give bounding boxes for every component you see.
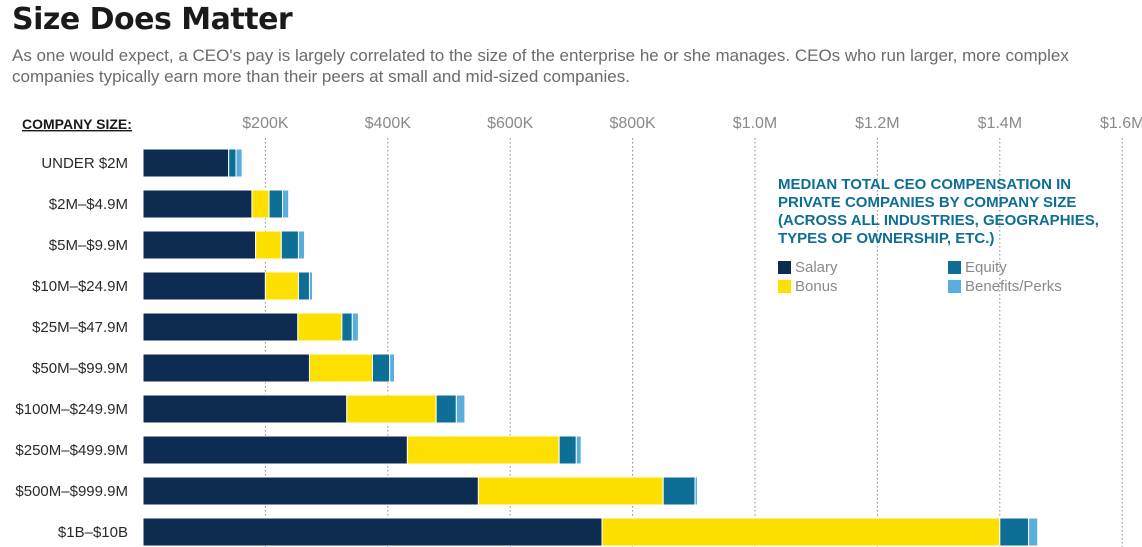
bar-bonus-6 [308, 353, 373, 383]
bar-bonus-8 [406, 435, 560, 465]
bar-salary-10 [142, 517, 603, 547]
category-label-4: $10M–$24.9M [32, 278, 128, 295]
category-label-9: $500M–$999.9M [15, 483, 128, 500]
bar-benefits-8 [575, 435, 582, 465]
bar-bonus-9 [477, 476, 664, 506]
bar-benefits-3 [297, 230, 306, 260]
bar-salary-3 [142, 230, 257, 260]
category-label-7: $100M–$249.9M [15, 401, 128, 418]
tick-label-6: $1.2M [855, 115, 899, 132]
legend-label-benefits: Benefits/Perks [965, 277, 1062, 295]
bar-benefits-6 [389, 353, 396, 383]
bar-salary-7 [142, 394, 348, 424]
bar-salary-2 [142, 189, 253, 219]
bar-bonus-5 [297, 312, 343, 342]
tick-label-5: $1.0M [733, 115, 777, 132]
chart-title: Size Does Matter [12, 2, 293, 37]
bar-layer [142, 148, 1039, 547]
legend-item-bonus: Bonus [778, 277, 948, 295]
legend-item-salary: Salary [778, 258, 948, 276]
bar-bonus-2 [251, 189, 270, 219]
legend-label-equity: Equity [965, 258, 1007, 276]
tick-label-4: $800K [609, 115, 656, 132]
legend-title: MEDIAN TOTAL CEO COMPENSATION IN PRIVATE… [778, 176, 1099, 247]
bar-equity-3 [280, 230, 299, 260]
bar-salary-9 [142, 476, 479, 506]
label-layer: $200K $400K $600K $800K $1.0M $1.2M $1.4M $1.6M… [15, 115, 1142, 541]
bar-equity-8 [558, 435, 577, 465]
bar-salary-1 [142, 148, 230, 178]
bar-equity-1 [228, 148, 237, 178]
tick-label-2: $400K [365, 115, 412, 132]
bar-benefits-4 [308, 271, 314, 301]
chart-subtitle: As one would expect, a CEO's pay is larg… [12, 46, 1069, 86]
category-label-2: $2M–$4.9M [49, 196, 128, 213]
bar-equity-9 [662, 476, 696, 506]
bar-bonus-7 [346, 394, 437, 424]
category-label-6: $50M–$99.9M [32, 360, 128, 377]
tick-label-7: $1.4M [978, 115, 1022, 132]
bar-equity-10 [999, 517, 1030, 547]
tick-label-3: $600K [487, 115, 534, 132]
legend: MEDIAN TOTAL CEO COMPENSATION IN PRIVATE… [778, 176, 1128, 295]
bar-benefits-9 [694, 476, 698, 506]
category-label-5: $25M–$47.9M [32, 319, 128, 336]
bar-equity-7 [435, 394, 457, 424]
equity-swatch [948, 260, 961, 274]
bar-equity-6 [372, 353, 391, 383]
tick-label-1: $200K [242, 115, 289, 132]
bar-bonus-3 [255, 230, 282, 260]
benefits-swatch [948, 279, 961, 293]
bar-benefits-2 [282, 189, 290, 219]
legend-grid: Salary Equity Bonus Benefits/Perks [778, 258, 1128, 295]
bar-equity-2 [268, 189, 284, 219]
bar-salary-4 [142, 271, 266, 301]
salary-swatch [778, 260, 791, 274]
category-label-10: $1B–$10B [58, 524, 128, 541]
legend-label-salary: Salary [795, 258, 838, 276]
bar-bonus-10 [601, 517, 1001, 547]
category-label-3: $5M–$9.9M [49, 237, 128, 254]
bar-benefits-5 [351, 312, 359, 342]
bar-salary-8 [142, 435, 408, 465]
bar-equity-4 [297, 271, 310, 301]
tick-label-8: $1.6M [1100, 115, 1142, 132]
legend-item-benefits: Benefits/Perks [948, 277, 1118, 295]
category-label-1: UNDER $2M [41, 155, 128, 172]
bar-benefits-10 [1028, 517, 1039, 547]
bar-benefits-7 [455, 394, 466, 424]
bar-salary-6 [142, 353, 310, 383]
category-axis-header: COMPANY SIZE: [22, 116, 132, 132]
bar-benefits-1 [235, 148, 243, 178]
bonus-swatch [778, 279, 791, 293]
legend-item-equity: Equity [948, 258, 1118, 276]
category-label-8: $250M–$499.9M [15, 442, 128, 459]
bar-bonus-4 [264, 271, 299, 301]
bar-salary-5 [142, 312, 299, 342]
bar-equity-5 [341, 312, 353, 342]
legend-label-bonus: Bonus [795, 277, 838, 295]
